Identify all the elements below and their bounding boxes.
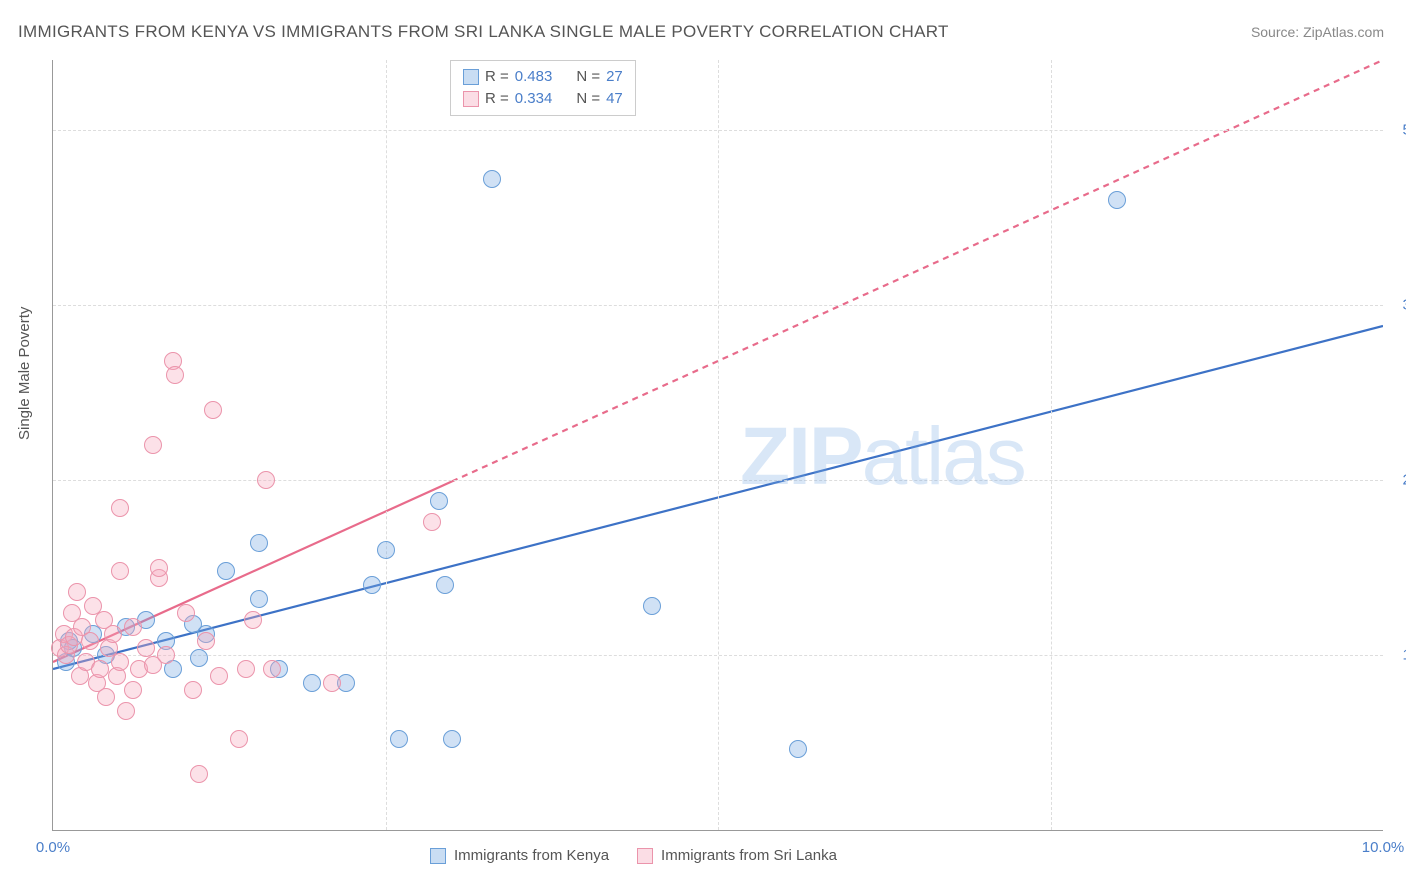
point-srilanka: [111, 562, 129, 580]
chart-title: IMMIGRANTS FROM KENYA VS IMMIGRANTS FROM…: [18, 22, 949, 42]
point-kenya: [190, 649, 208, 667]
swatch-blue: [463, 69, 479, 85]
r-value-kenya: 0.483: [515, 66, 553, 88]
point-srilanka: [97, 688, 115, 706]
point-kenya: [789, 740, 807, 758]
point-kenya: [643, 597, 661, 615]
point-srilanka: [124, 618, 142, 636]
point-kenya: [250, 534, 268, 552]
point-kenya: [363, 576, 381, 594]
point-srilanka: [423, 513, 441, 531]
point-srilanka: [166, 366, 184, 384]
trend-line-srilanka-dashed: [452, 60, 1383, 481]
point-srilanka: [190, 765, 208, 783]
point-srilanka: [117, 702, 135, 720]
point-srilanka: [68, 583, 86, 601]
point-srilanka: [257, 471, 275, 489]
point-srilanka: [184, 681, 202, 699]
legend-row-srilanka: R = 0.334 N = 47: [463, 88, 623, 110]
legend-item-kenya: Immigrants from Kenya: [430, 847, 609, 864]
source-label: Source: ZipAtlas.com: [1251, 24, 1384, 40]
point-srilanka: [81, 632, 99, 650]
point-srilanka: [237, 660, 255, 678]
point-srilanka: [111, 499, 129, 517]
point-srilanka: [124, 681, 142, 699]
point-srilanka: [263, 660, 281, 678]
xtick-label: 10.0%: [1362, 839, 1405, 856]
point-kenya: [1108, 191, 1126, 209]
chart-plot-area: 12.5%25.0%37.5%50.0%0.0%10.0%: [52, 60, 1383, 831]
point-kenya: [217, 562, 235, 580]
point-srilanka: [144, 436, 162, 454]
point-kenya: [390, 730, 408, 748]
y-axis-label: Single Male Poverty: [16, 307, 33, 440]
ytick-label: 12.5%: [1402, 647, 1406, 664]
ytick-label: 25.0%: [1402, 472, 1406, 489]
xtick-label: 0.0%: [36, 839, 70, 856]
point-srilanka: [177, 604, 195, 622]
ytick-label: 37.5%: [1402, 297, 1406, 314]
point-kenya: [303, 674, 321, 692]
point-kenya: [377, 541, 395, 559]
swatch-pink-icon: [637, 848, 653, 864]
point-srilanka: [91, 660, 109, 678]
point-kenya: [483, 170, 501, 188]
n-value-kenya: 27: [606, 66, 623, 88]
point-kenya: [443, 730, 461, 748]
swatch-pink: [463, 91, 479, 107]
swatch-blue-icon: [430, 848, 446, 864]
point-srilanka: [244, 611, 262, 629]
point-srilanka: [323, 674, 341, 692]
point-srilanka: [204, 401, 222, 419]
legend-item-srilanka: Immigrants from Sri Lanka: [637, 847, 837, 864]
point-srilanka: [197, 632, 215, 650]
gridline-v: [1051, 60, 1052, 830]
point-srilanka: [157, 646, 175, 664]
point-srilanka: [111, 653, 129, 671]
gridline-v: [386, 60, 387, 830]
point-kenya: [436, 576, 454, 594]
point-srilanka: [150, 559, 168, 577]
point-kenya: [430, 492, 448, 510]
legend-correlation-box: R = 0.483 N = 27 R = 0.334 N = 47: [450, 60, 636, 116]
point-srilanka: [230, 730, 248, 748]
point-kenya: [250, 590, 268, 608]
point-srilanka: [104, 625, 122, 643]
r-value-srilanka: 0.334: [515, 88, 553, 110]
ytick-label: 50.0%: [1402, 122, 1406, 139]
legend-row-kenya: R = 0.483 N = 27: [463, 66, 623, 88]
point-srilanka: [137, 639, 155, 657]
gridline-v: [718, 60, 719, 830]
legend-series: Immigrants from Kenya Immigrants from Sr…: [430, 847, 837, 864]
n-value-srilanka: 47: [606, 88, 623, 110]
point-srilanka: [210, 667, 228, 685]
